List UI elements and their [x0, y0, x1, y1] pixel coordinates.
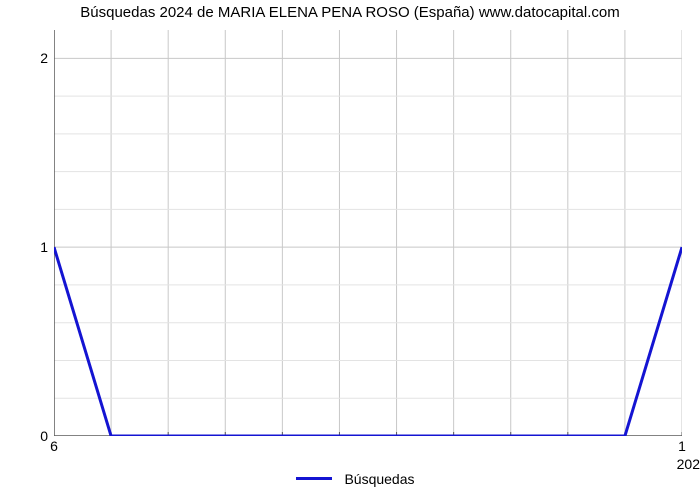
y-tick-label: 1	[32, 239, 48, 255]
x-tick-label: 1	[678, 438, 686, 454]
legend-swatch	[296, 477, 332, 480]
y-tick-label: 2	[32, 50, 48, 66]
chart-title: Búsquedas 2024 de MARIA ELENA PENA ROSO …	[0, 4, 700, 21]
x-tick-label: 6	[50, 438, 58, 454]
y-tick-label: 0	[32, 428, 48, 444]
legend-label: Búsquedas	[344, 471, 414, 487]
legend: Búsquedas	[296, 470, 415, 488]
line-chart: Búsquedas 2024 de MARIA ELENA PENA ROSO …	[0, 0, 700, 500]
x-tick-label-year: 202	[677, 456, 700, 472]
plot-area	[54, 30, 682, 436]
